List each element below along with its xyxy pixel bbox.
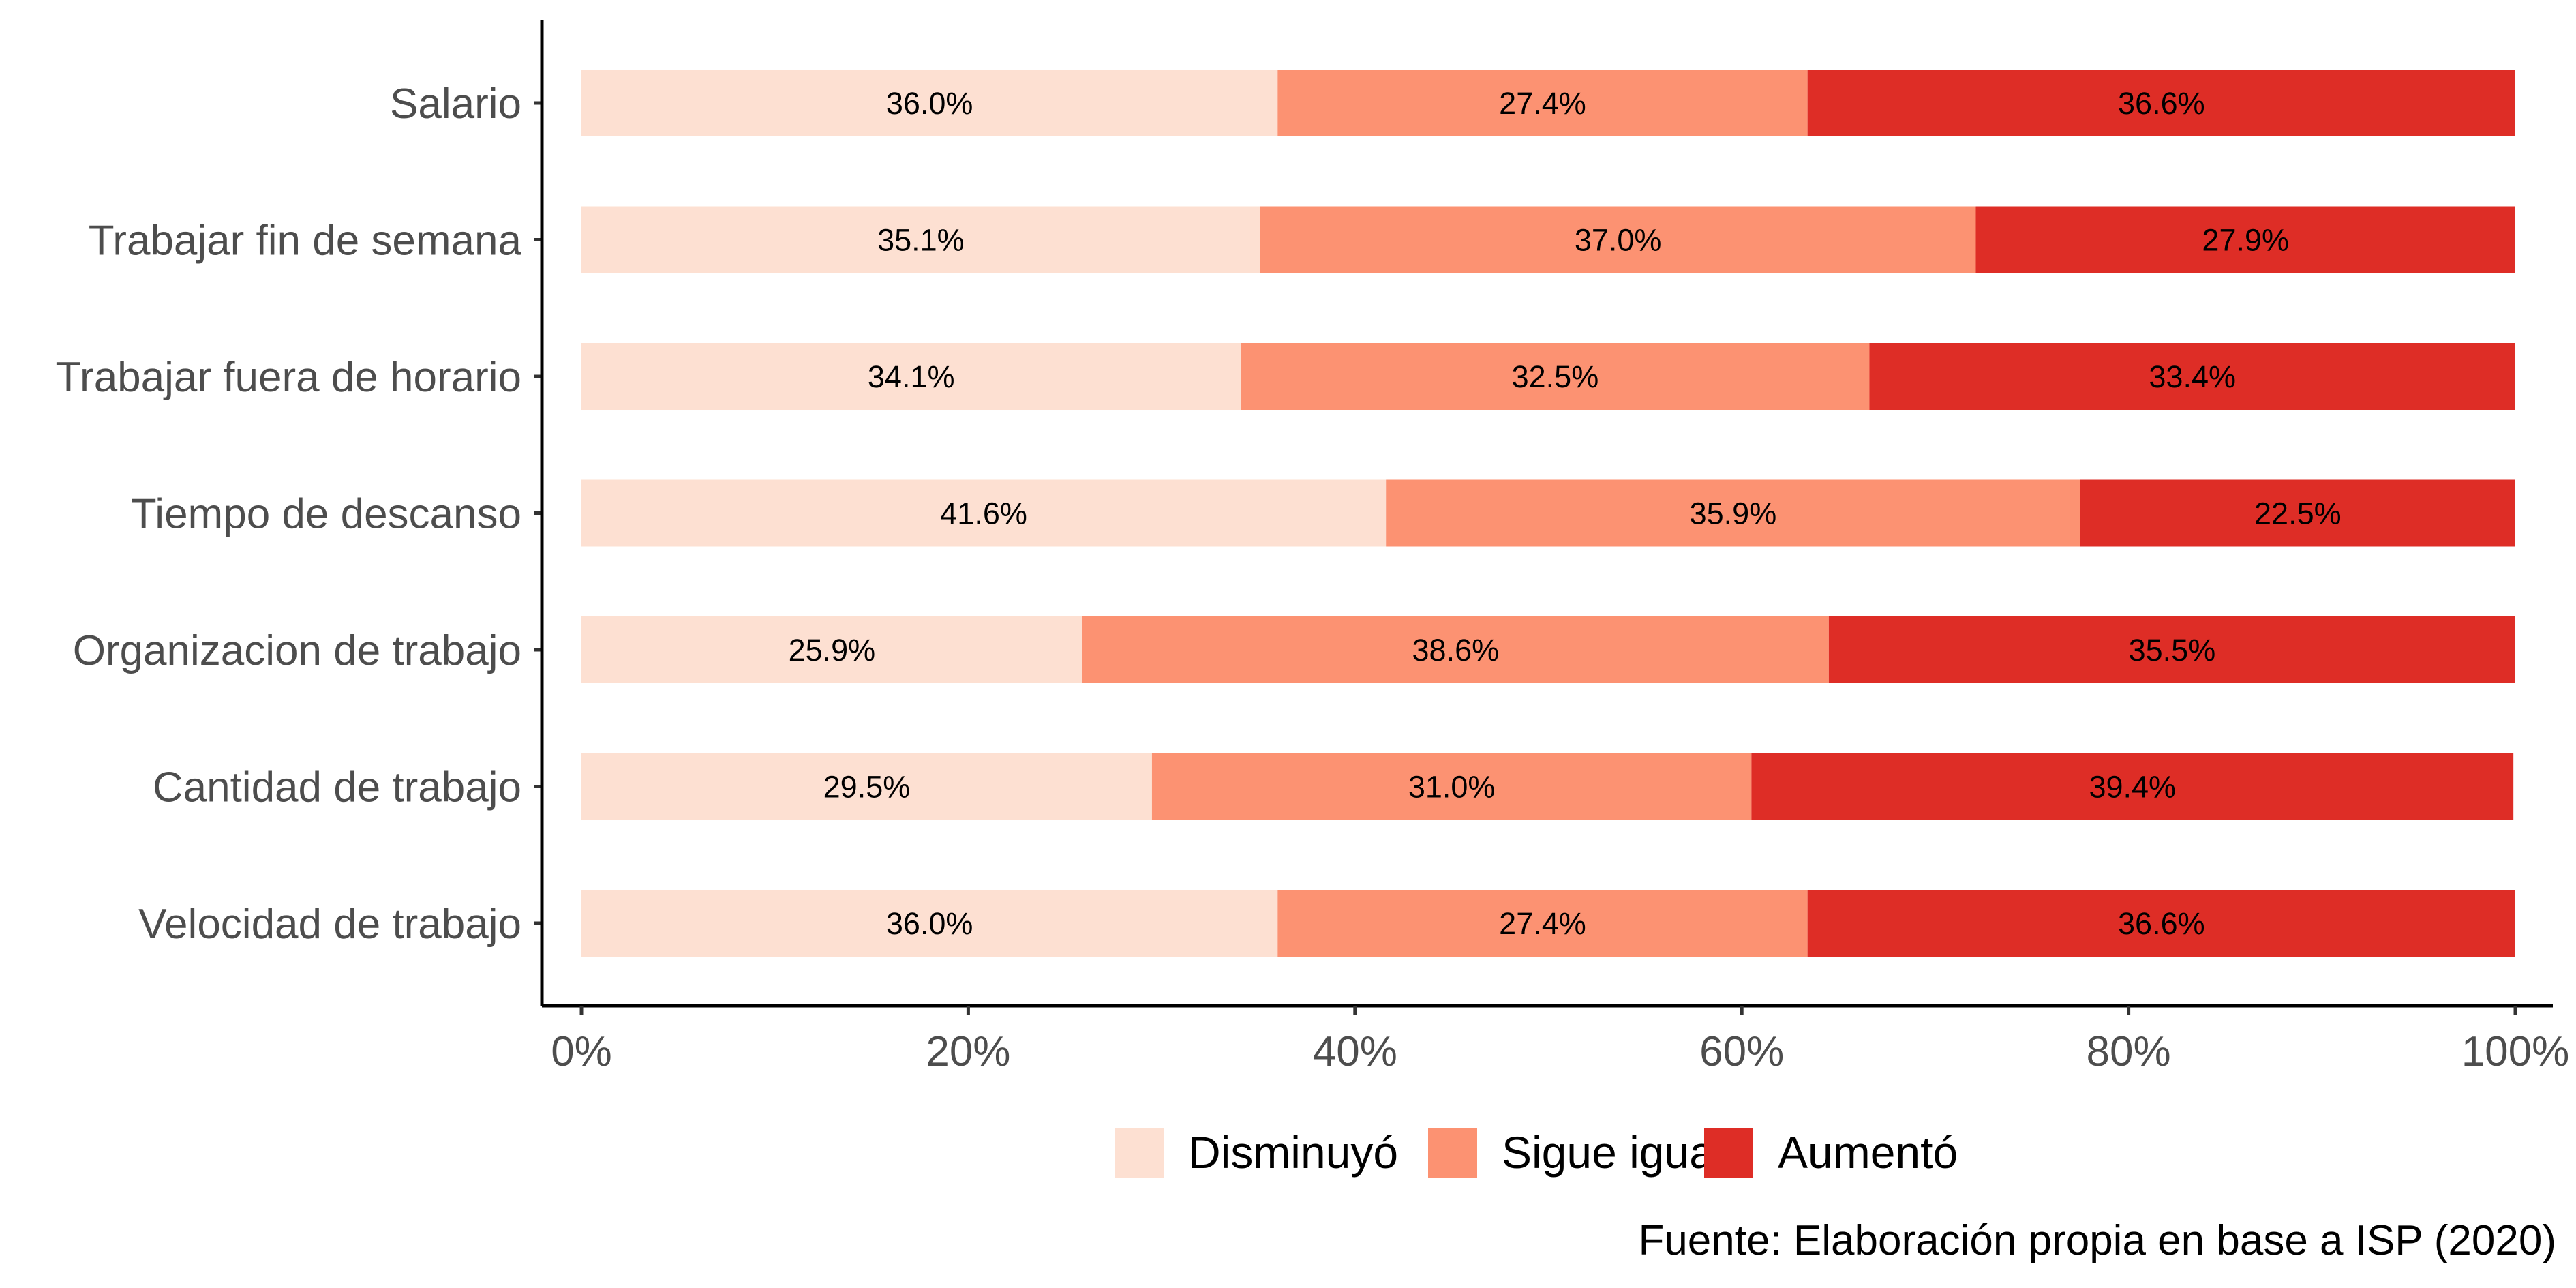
data-label: 25.9% <box>789 633 876 668</box>
data-label: 35.5% <box>2129 633 2216 668</box>
data-label: 32.5% <box>1512 359 1599 394</box>
bar-segment <box>581 616 1082 683</box>
data-label: 27.4% <box>1499 86 1586 121</box>
bar-segment <box>1828 616 2515 683</box>
legend-key <box>1115 1128 1164 1178</box>
bar-segment <box>1241 343 1870 410</box>
bars-layer <box>581 70 2515 957</box>
bar-segment <box>1260 206 1976 273</box>
x-tick-label: 20% <box>926 1028 1010 1075</box>
bar-segment <box>1975 206 2515 273</box>
bar-segment <box>1277 890 1808 957</box>
legend-label: Disminuyó <box>1188 1127 1398 1178</box>
data-label: 29.5% <box>823 770 911 805</box>
x-ticks-layer: 0% 20% 40% 60% 80% 100% <box>551 1006 2569 1075</box>
category-label: Tiempo de descanso <box>131 491 521 538</box>
legend-label: Aumentó <box>1778 1127 1958 1178</box>
data-label: 36.6% <box>2118 906 2205 941</box>
category-label: Trabajar fuera de horario <box>55 354 521 401</box>
x-tick-label: 60% <box>1699 1028 1784 1075</box>
data-label: 36.6% <box>2118 86 2205 121</box>
x-tick-label: 40% <box>1313 1028 1397 1075</box>
value-labels-layer: 36.0% 27.4% 36.6% 35.1% 37.0% 27.9% 34.1% 32.5%… <box>789 86 2342 941</box>
bar-segment <box>1151 753 1752 820</box>
bar-segment <box>1807 890 2515 957</box>
bar-segment <box>1082 616 1829 683</box>
bar-segment <box>1386 479 2080 547</box>
category-labels-layer: Salario Trabajar fin de semana Trabajar fu… <box>55 80 542 948</box>
bar-segment <box>1277 70 1808 136</box>
data-label: 34.1% <box>868 359 955 394</box>
bar-segment <box>581 70 1278 136</box>
data-label: 36.0% <box>886 906 973 941</box>
data-label: 39.4% <box>2089 770 2176 805</box>
legend-key <box>1704 1128 1753 1178</box>
category-label: Velocidad de trabajo <box>138 901 521 948</box>
category-label: Organizacion de trabajo <box>73 627 521 674</box>
bar-segment <box>1807 70 2515 136</box>
data-label: 37.0% <box>1575 223 1662 258</box>
data-label: 36.0% <box>886 86 973 121</box>
x-tick-label: 80% <box>2087 1028 2171 1075</box>
data-label: 38.6% <box>1412 633 1500 668</box>
legend-label: Sigue igual <box>1502 1127 1725 1178</box>
category-label: Salario <box>390 80 521 128</box>
category-label: Cantidad de trabajo <box>153 764 521 811</box>
x-tick-label: 100% <box>2461 1028 2570 1075</box>
data-label: 35.9% <box>1690 496 1777 531</box>
bar-segment <box>581 753 1152 820</box>
bar-segment <box>581 206 1260 273</box>
axes-layer <box>540 20 2553 1008</box>
bar-segment <box>1751 753 2514 820</box>
bar-segment <box>581 890 1278 957</box>
source-caption: Fuente: Elaboración propia en base a ISP… <box>1638 1217 2556 1264</box>
data-label: 22.5% <box>2254 496 2342 531</box>
bar-segment <box>581 343 1241 410</box>
data-label: 35.1% <box>877 223 965 258</box>
legend-key <box>1428 1128 1477 1178</box>
category-label: Trabajar fin de semana <box>89 218 522 265</box>
data-label: 41.6% <box>940 496 1027 531</box>
legend: Disminuyó Sigue igual Aumentó <box>1115 1127 1958 1178</box>
x-tick-label: 0% <box>551 1028 612 1075</box>
data-label: 33.4% <box>2149 359 2236 394</box>
data-label: 27.9% <box>2202 223 2289 258</box>
bar-segment <box>1869 343 2515 410</box>
bar-segment <box>2080 479 2515 547</box>
data-label: 31.0% <box>1408 770 1496 805</box>
data-label: 27.4% <box>1499 906 1586 941</box>
bar-segment <box>581 479 1387 547</box>
